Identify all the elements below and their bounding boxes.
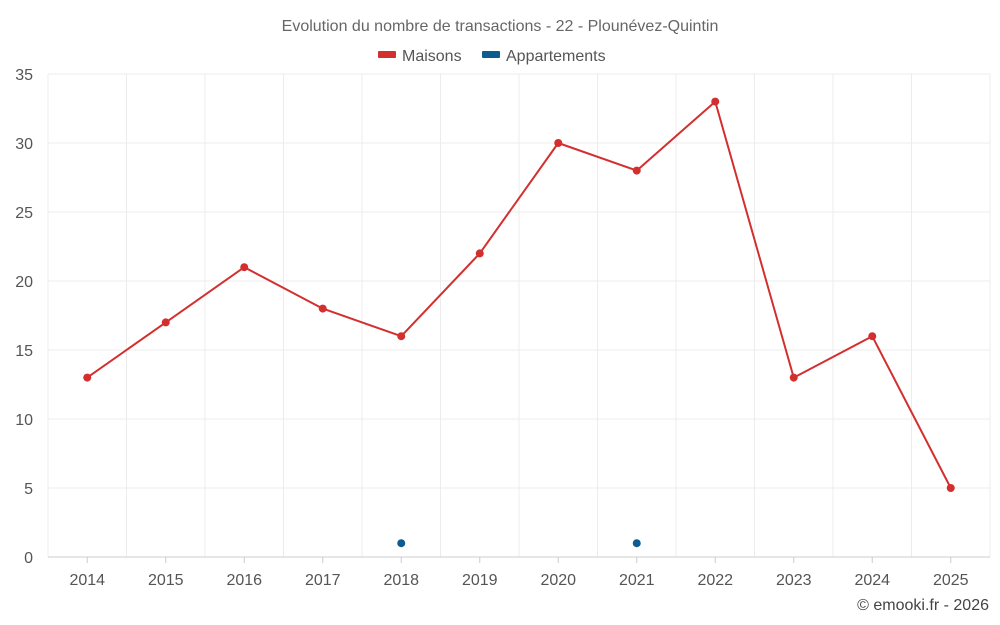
data-point-appartements-2021[interactable]: [632, 539, 641, 548]
data-point-maisons-2015[interactable]: [161, 318, 170, 327]
data-point-maisons-2021[interactable]: [632, 166, 641, 175]
x-tick-label: 2021: [619, 572, 655, 589]
grid: [47, 73, 991, 558]
y-tick-label: 35: [15, 67, 33, 84]
x-tick-label: 2018: [383, 572, 419, 589]
data-point-maisons-2020[interactable]: [554, 139, 563, 147]
legend-label-appartements[interactable]: Appartements: [506, 48, 606, 65]
x-tick-label: 2025: [933, 572, 969, 589]
data-point-maisons-2023[interactable]: [789, 373, 798, 382]
data-point-maisons-2022[interactable]: [711, 97, 720, 106]
series-line-maisons: [86, 100, 952, 489]
x-tick-label: 2017: [305, 572, 341, 589]
data-point-maisons-2017[interactable]: [318, 304, 327, 313]
legend-swatch-maisons: [378, 51, 396, 58]
y-tick-label: 10: [15, 412, 33, 429]
x-tick-label: 2024: [854, 572, 890, 589]
chart-title: Evolution du nombre de transactions - 22…: [282, 18, 719, 35]
y-tick-label: 15: [15, 343, 33, 360]
y-tick-label: 5: [24, 481, 33, 498]
legend-label-maisons[interactable]: Maisons: [402, 48, 462, 65]
y-tick-label: 20: [15, 274, 33, 291]
data-point-maisons-2016[interactable]: [240, 263, 249, 272]
data-point-maisons-2019[interactable]: [475, 249, 484, 258]
y-tick-label: 25: [15, 205, 33, 222]
data-point-maisons-2018[interactable]: [397, 332, 406, 341]
credit-text: © emooki.fr - 2026: [857, 597, 989, 614]
data-point-appartements-2018[interactable]: [397, 539, 406, 548]
x-tick-label: 2023: [776, 572, 812, 589]
series-layer: [83, 97, 955, 548]
y-tick-label: 30: [15, 136, 33, 153]
x-tick-label: 2015: [148, 572, 184, 589]
data-point-maisons-2024[interactable]: [868, 332, 877, 341]
x-tick-label: 2022: [697, 572, 733, 589]
legend: Maisons Appartements: [378, 48, 606, 65]
x-tick-label: 2014: [69, 572, 105, 589]
x-tick-label: 2020: [540, 572, 576, 589]
y-tick-label: 0: [24, 550, 33, 567]
x-tick-label: 2019: [462, 572, 498, 589]
legend-swatch-appartements: [482, 51, 500, 58]
x-tick-label: 2016: [226, 572, 262, 589]
data-point-maisons-2014[interactable]: [83, 373, 92, 382]
data-point-maisons-2025[interactable]: [946, 484, 955, 492]
